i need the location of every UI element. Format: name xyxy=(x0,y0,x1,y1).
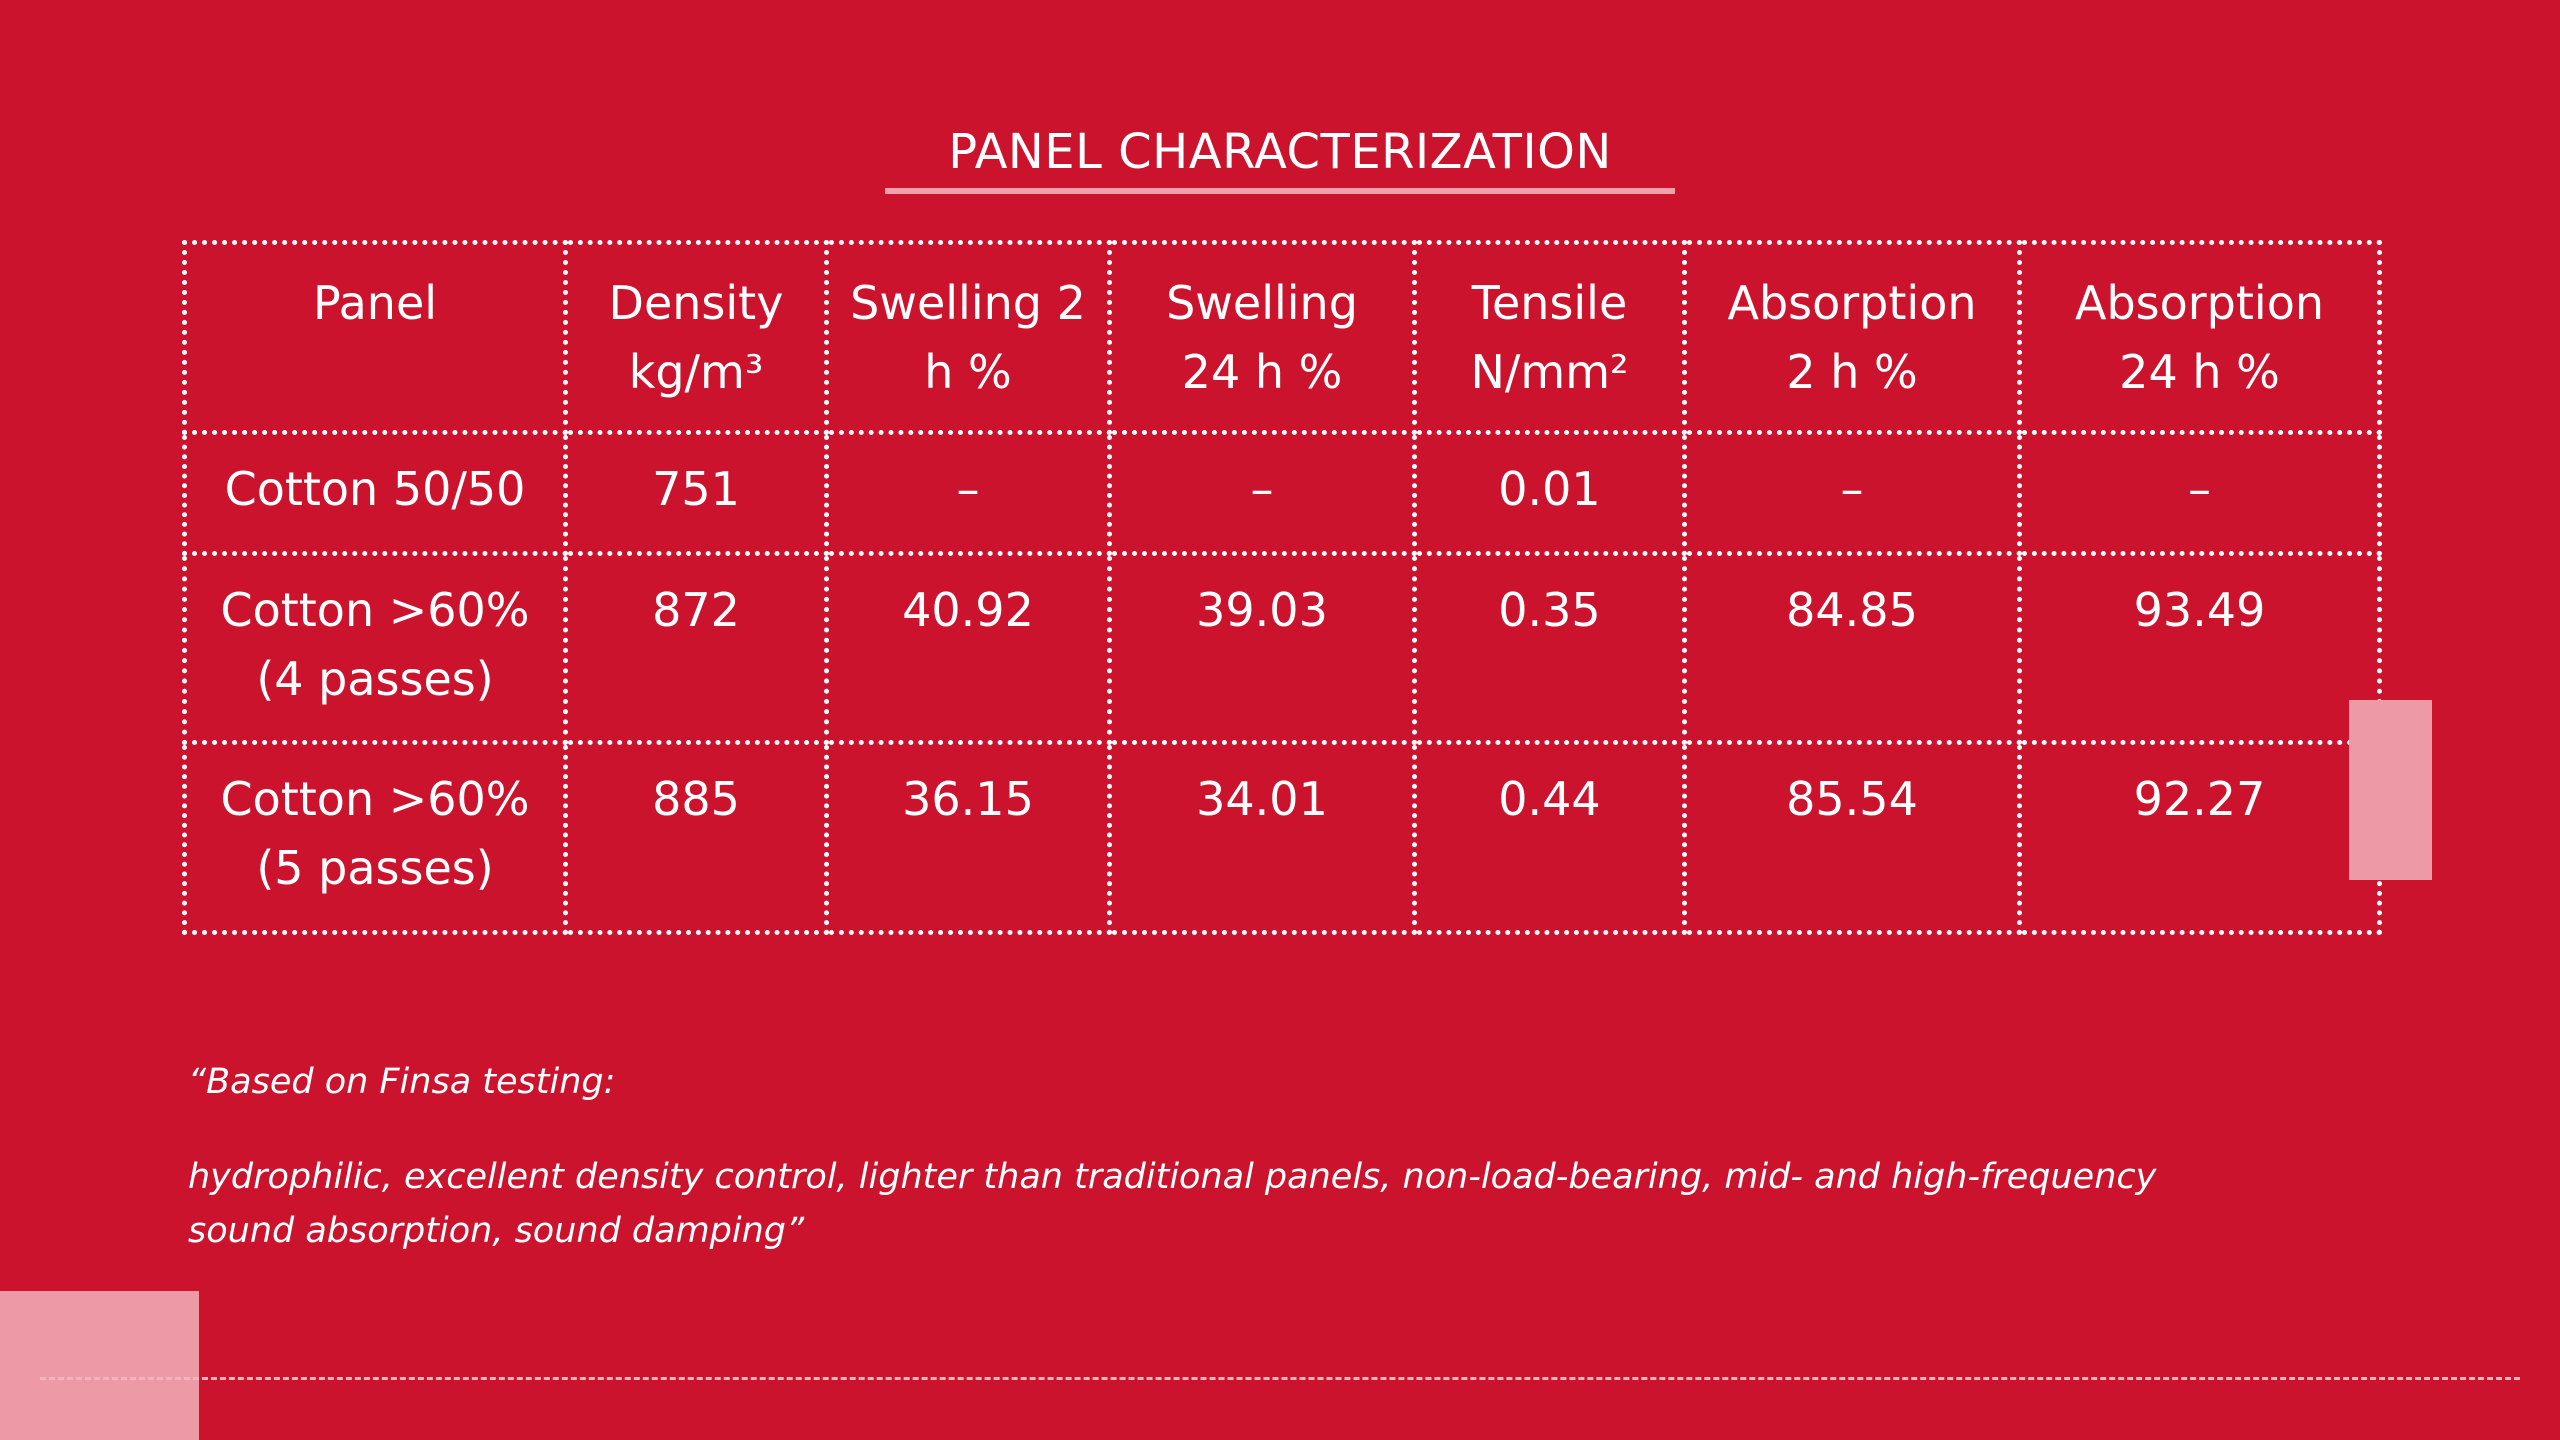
cell-absorption-24h: 93.49 xyxy=(2017,551,2382,745)
cell-panel: Cotton >60% (5 passes) xyxy=(182,740,568,935)
cell-tensile: 0.35 xyxy=(1412,551,1687,745)
panel-characterization-table: Panel Density kg/m³ Swelling 2 h % Swell… xyxy=(182,240,2382,935)
cell-tensile: 0.01 xyxy=(1412,430,1687,556)
note-intro: “Based on Finsa testing: xyxy=(188,1062,616,1102)
cell-panel: Cotton >60% (4 passes) xyxy=(182,551,568,745)
cell-absorption-2h: – xyxy=(1682,430,2022,556)
cell-absorption-24h: – xyxy=(2017,430,2382,556)
table-row: Cotton 50/50 751 – – 0.01 – – xyxy=(182,430,2382,556)
header-swelling-2h: Swelling 2 h % xyxy=(824,240,1112,435)
cell-swelling-2h: 40.92 xyxy=(824,551,1112,745)
note-body: hydrophilic, excellent density control, … xyxy=(188,1157,2157,1251)
header-panel: Panel xyxy=(182,240,568,435)
table-header-row: Panel Density kg/m³ Swelling 2 h % Swell… xyxy=(182,240,2382,435)
cell-swelling-2h: 36.15 xyxy=(824,740,1112,935)
page-title: PANEL CHARACTERIZATION xyxy=(948,124,1612,180)
cell-density: 885 xyxy=(563,740,829,935)
header-tensile: Tensile N/mm² xyxy=(1412,240,1687,435)
cell-absorption-2h: 85.54 xyxy=(1682,740,2022,935)
cell-density: 751 xyxy=(563,430,829,556)
cell-swelling-24h: 39.03 xyxy=(1107,551,1417,745)
table-row: Cotton >60% (4 passes) 872 40.92 39.03 0… xyxy=(182,551,2382,745)
cell-density: 872 xyxy=(563,551,829,745)
title-underline xyxy=(885,188,1675,194)
header-density: Density kg/m³ xyxy=(563,240,829,435)
cell-absorption-2h: 84.85 xyxy=(1682,551,2022,745)
cell-panel: Cotton 50/50 xyxy=(182,430,568,556)
decorative-side-block xyxy=(2349,700,2432,880)
footer-dashed-divider xyxy=(40,1377,2520,1380)
cell-absorption-24h: 92.27 xyxy=(2017,740,2382,935)
header-absorption-24h: Absorption 24 h % xyxy=(2017,240,2382,435)
cell-tensile: 0.44 xyxy=(1412,740,1687,935)
cell-swelling-24h: 34.01 xyxy=(1107,740,1417,935)
header-swelling-24h: Swelling 24 h % xyxy=(1107,240,1417,435)
cell-swelling-2h: – xyxy=(824,430,1112,556)
table-row: Cotton >60% (5 passes) 885 36.15 34.01 0… xyxy=(182,740,2382,935)
cell-swelling-24h: – xyxy=(1107,430,1417,556)
header-absorption-2h: Absorption 2 h % xyxy=(1682,240,2022,435)
decorative-corner-block xyxy=(0,1291,199,1440)
